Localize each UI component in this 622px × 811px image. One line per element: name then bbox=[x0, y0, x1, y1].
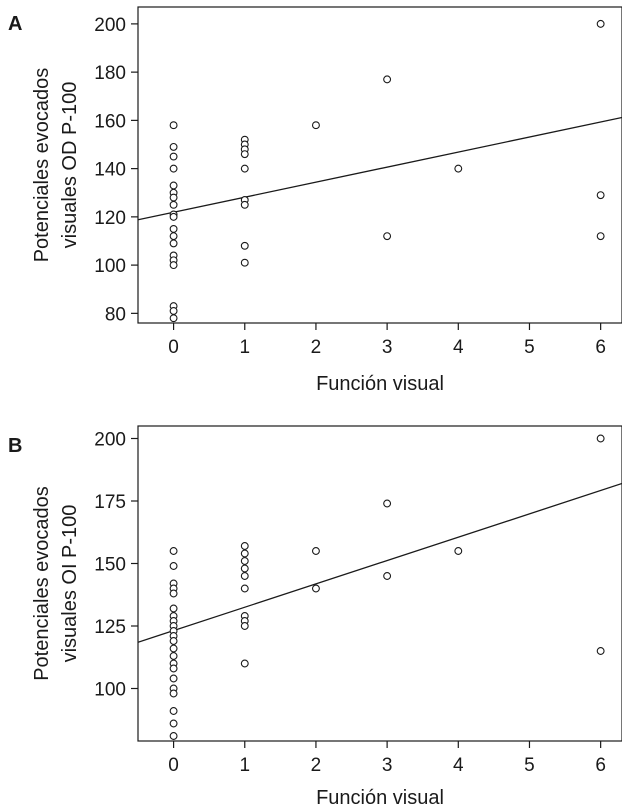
panel-a-data-point bbox=[169, 121, 178, 130]
panel-a-data-point bbox=[169, 306, 178, 315]
panel-b-x-tick-label: 3 bbox=[382, 755, 393, 776]
panel-a-plot-frame bbox=[137, 6, 622, 324]
panel-a-data-point bbox=[596, 19, 605, 28]
panel-b-y-tick-label: 175 bbox=[94, 492, 126, 513]
panel-b-y-tick-label: 125 bbox=[94, 617, 126, 638]
panel-a-data-point bbox=[596, 191, 605, 200]
panel-a-x-tick-label: 2 bbox=[311, 337, 322, 358]
panel-b-data-point bbox=[169, 637, 178, 645]
panel-b-regression-line bbox=[138, 482, 622, 643]
panel-b-x-tick-label: 5 bbox=[524, 755, 535, 776]
panel-b-data-point bbox=[169, 562, 178, 570]
panel-b-x-tick-label: 2 bbox=[311, 755, 322, 776]
panel-a-x-tick-label: 1 bbox=[239, 337, 250, 358]
panel-a-x-tick-label: 4 bbox=[453, 337, 464, 358]
panel-b-data-point bbox=[169, 644, 178, 653]
panel-b-data-point bbox=[311, 584, 320, 593]
panel-a-y-axis-title-line2: visuales OD P-100 bbox=[59, 82, 81, 249]
panel-b-data-point bbox=[169, 732, 178, 740]
panel-a-y-tick-label: 80 bbox=[105, 304, 126, 325]
panel-a-data-point bbox=[169, 239, 178, 248]
panel-b-data-point bbox=[169, 652, 178, 660]
panel-a: A 0 1 2 3 4 5 6 80 100 120 140 160 180 200 Función visu… bbox=[8, 6, 622, 395]
panel-b-data-point bbox=[240, 557, 249, 565]
panel-a-x-tick-label: 3 bbox=[382, 337, 393, 358]
panel-b-x-tick-label: 0 bbox=[168, 755, 179, 776]
panel-a-data-point bbox=[169, 142, 178, 151]
panel-b-plot-frame bbox=[137, 425, 622, 742]
panel-b-data-point bbox=[311, 547, 320, 555]
panel-b-data-point bbox=[169, 547, 178, 555]
panel-a-data-point bbox=[169, 314, 178, 323]
panel-a-x-axis-title: Función visual bbox=[316, 373, 444, 395]
panel-b-data-point bbox=[169, 707, 178, 715]
panel-a-data-point bbox=[596, 232, 605, 241]
panel-a-data-point bbox=[311, 121, 320, 130]
panel-a-x-tick-label: 0 bbox=[168, 337, 179, 358]
panel-a-y-tick-label: 200 bbox=[94, 15, 126, 36]
panel-b-y-tick-label: 200 bbox=[94, 430, 126, 451]
panel-b-y-axis-title-line2: visuales OI P-100 bbox=[59, 505, 81, 663]
panel-a-data-point bbox=[169, 152, 178, 161]
panel-a-y-axis-title-line1: Potenciales evocados bbox=[31, 68, 53, 263]
panel-a-data-point bbox=[169, 224, 178, 233]
panel-a-data-point bbox=[240, 150, 249, 159]
panel-b-data-point bbox=[596, 434, 605, 443]
panel-a-data-point bbox=[169, 200, 178, 209]
panel-b-data-point bbox=[596, 647, 605, 655]
panel-a-data-point bbox=[383, 232, 392, 241]
panel-b-data-point bbox=[169, 689, 178, 698]
panel-b-data-point bbox=[383, 499, 392, 508]
panel-b-y-tick-label: 150 bbox=[94, 555, 126, 576]
panel-b-data-point bbox=[240, 584, 249, 593]
panel-a-data-point bbox=[383, 75, 392, 84]
panel-b-data-point bbox=[240, 564, 249, 573]
panel-b-x-tick-label: 6 bbox=[595, 755, 606, 776]
panel-b-x-tick-label: 4 bbox=[453, 755, 464, 776]
panel-a-x-tick-label: 6 bbox=[595, 337, 606, 358]
panel-b-data-point bbox=[383, 572, 392, 580]
panel-a-x-tick-label: 5 bbox=[524, 337, 535, 358]
panel-b-y-axis-title-line1: Potenciales evocados bbox=[31, 486, 53, 681]
panel-b-data-point bbox=[169, 664, 178, 673]
panel-a-data-point bbox=[169, 261, 178, 270]
panel-b-data-point bbox=[240, 622, 249, 630]
panel-b-data-point bbox=[454, 547, 463, 555]
panel-b-x-axis-title: Función visual bbox=[316, 787, 444, 809]
panel-b-data-point bbox=[169, 719, 178, 728]
panel-a-y-tick-label: 180 bbox=[94, 63, 126, 84]
panel-a-letter: A bbox=[8, 13, 22, 35]
panel-a-data-point bbox=[240, 241, 249, 250]
panel-b-data-point bbox=[169, 674, 178, 683]
panel-a-data-point bbox=[240, 164, 249, 173]
panel-a-data-point bbox=[169, 164, 178, 173]
panel-b: B 0 1 2 3 4 5 6 100 125 150 175 200 Función visual Pot… bbox=[8, 425, 622, 809]
panel-a-data-point bbox=[169, 232, 178, 241]
panel-b-y-tick-label: 100 bbox=[94, 680, 126, 701]
panel-b-data-point bbox=[240, 659, 249, 668]
panel-a-y-tick-label: 120 bbox=[94, 208, 126, 229]
panel-b-data-point bbox=[169, 604, 178, 613]
panel-a-data-point bbox=[169, 193, 178, 202]
panel-b-data-point bbox=[240, 549, 249, 558]
panel-b-data-point bbox=[240, 572, 249, 580]
panel-b-letter: B bbox=[8, 435, 22, 457]
panel-a-data-point bbox=[454, 164, 463, 173]
panel-a-data-point bbox=[169, 181, 178, 190]
panel-b-data-point bbox=[240, 542, 249, 550]
panel-a-y-tick-label: 140 bbox=[94, 160, 126, 181]
panel-b-data-point bbox=[169, 589, 178, 598]
panel-b-x-tick-label: 1 bbox=[239, 755, 250, 776]
panel-a-regression-line bbox=[138, 116, 622, 221]
panel-a-y-tick-label: 160 bbox=[94, 111, 126, 132]
panel-a-data-point bbox=[169, 212, 178, 221]
panel-a-y-tick-label: 100 bbox=[94, 256, 126, 277]
panel-a-data-point bbox=[240, 258, 249, 267]
panel-a-data-point bbox=[240, 200, 249, 209]
